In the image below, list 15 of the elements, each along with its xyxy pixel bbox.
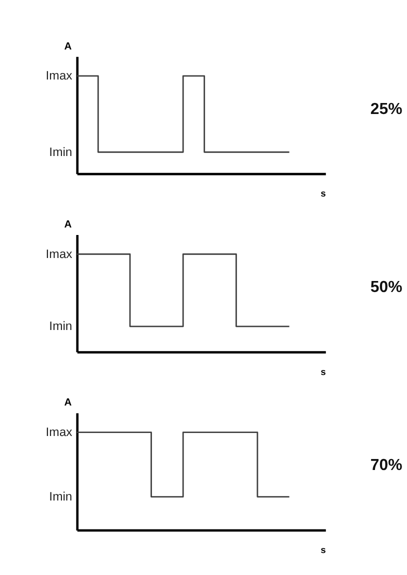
- x-axis-title: s: [320, 188, 326, 199]
- x-axis-title: s: [320, 544, 326, 555]
- text: Imin: [49, 319, 72, 334]
- text: 50%: [370, 279, 402, 296]
- annotation: Imax: [46, 425, 72, 440]
- y-axis-title: A: [64, 220, 72, 231]
- y-axis-title: A: [64, 41, 72, 52]
- text: 70%: [370, 457, 402, 474]
- annotation: Imin: [49, 490, 72, 504]
- text: 25%: [370, 100, 402, 118]
- text: Imax: [46, 246, 72, 261]
- x-axis-title: s: [320, 366, 326, 377]
- y-axis-title: A: [64, 398, 72, 409]
- annotation: Imax: [46, 68, 72, 83]
- annotation: Imin: [49, 144, 72, 159]
